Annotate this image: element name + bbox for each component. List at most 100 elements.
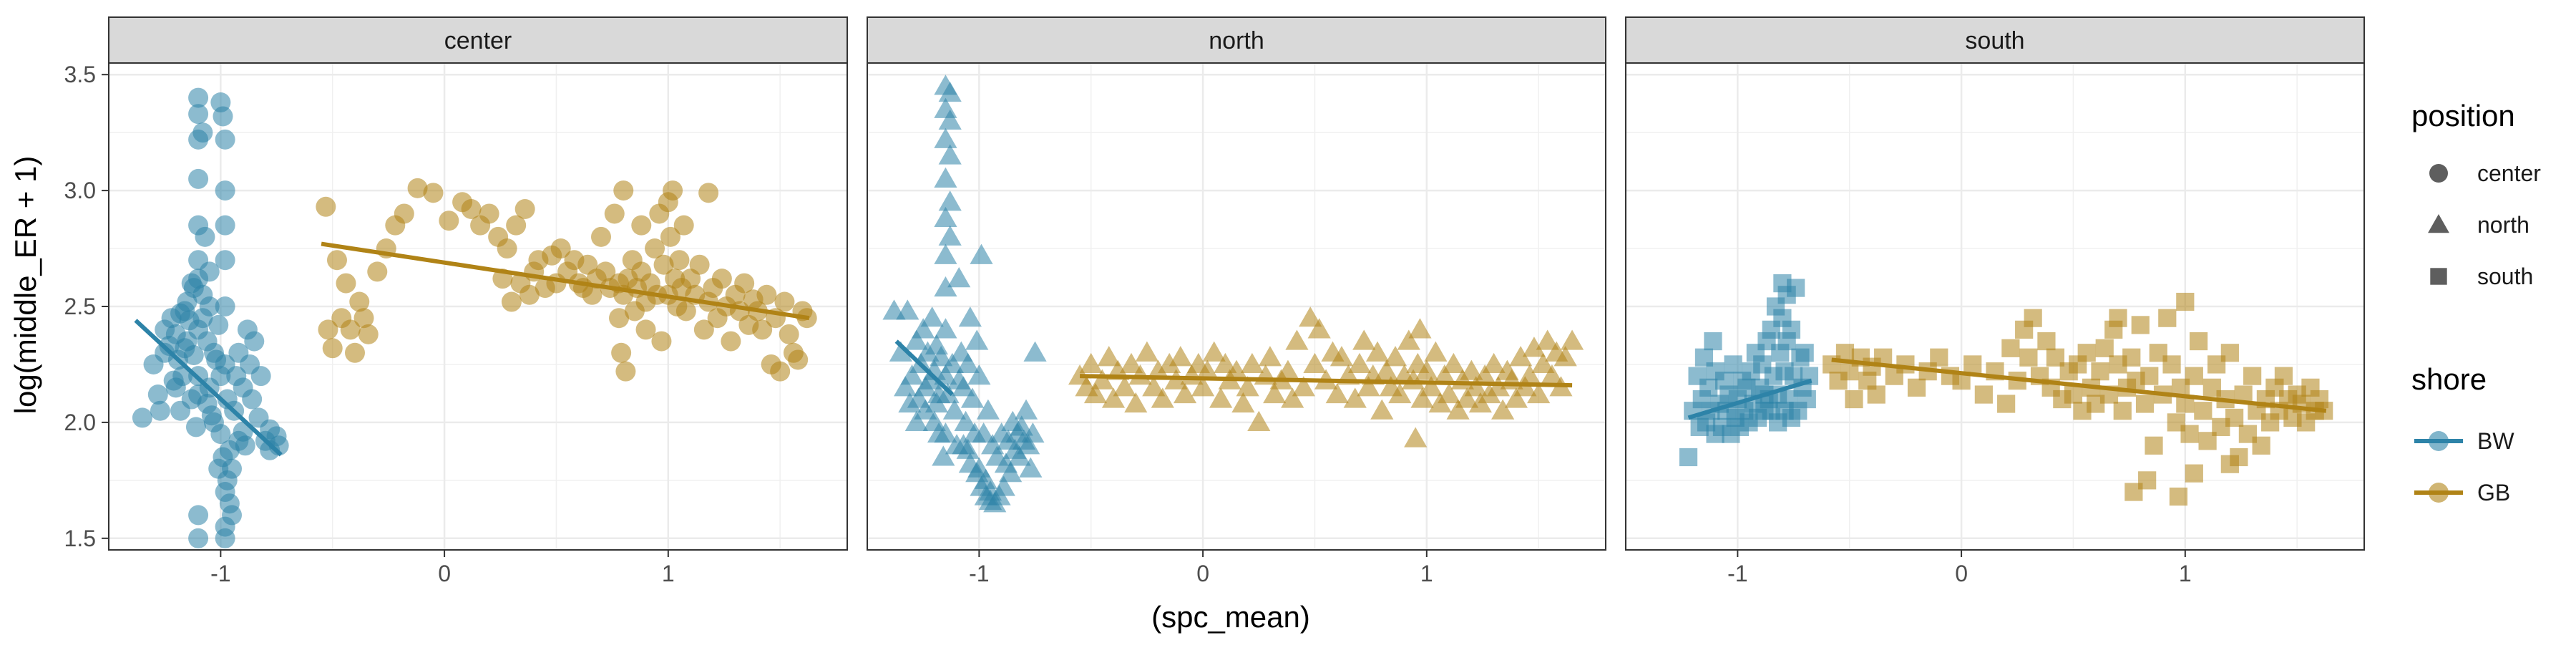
legend-triangle-icon bbox=[2428, 214, 2449, 233]
data-point bbox=[367, 261, 388, 282]
data-point bbox=[1797, 390, 1816, 409]
data-point bbox=[1151, 387, 1174, 408]
data-point bbox=[942, 399, 967, 420]
data-point bbox=[1303, 352, 1327, 374]
trend-line-GB bbox=[1080, 374, 1573, 388]
data-point bbox=[675, 301, 696, 321]
data-point bbox=[1281, 387, 1304, 408]
data-point bbox=[663, 180, 683, 201]
data-point bbox=[1782, 320, 1801, 339]
data-point bbox=[188, 528, 209, 548]
data-point bbox=[1240, 352, 1264, 374]
data-point bbox=[1231, 392, 1255, 413]
data-point bbox=[2140, 367, 2159, 385]
legend-label: BW bbox=[2477, 428, 2514, 454]
data-point bbox=[1023, 341, 1047, 362]
y-tick-label: 3.5 bbox=[64, 62, 96, 87]
data-point bbox=[2194, 402, 2212, 420]
data-point bbox=[1527, 382, 1551, 404]
data-point bbox=[660, 226, 680, 247]
data-point bbox=[1347, 352, 1372, 374]
data-point bbox=[461, 199, 482, 219]
data-point bbox=[2024, 309, 2042, 327]
data-point bbox=[423, 183, 444, 203]
legend-item-GB: GB bbox=[2414, 480, 2510, 506]
data-point bbox=[972, 422, 995, 443]
data-point bbox=[326, 250, 347, 271]
data-point bbox=[967, 364, 991, 385]
data-point bbox=[1787, 279, 1805, 297]
data-point bbox=[1974, 385, 1993, 404]
data-point bbox=[2158, 309, 2177, 327]
data-point bbox=[2064, 385, 2083, 404]
data-point bbox=[1236, 376, 1259, 397]
data-point bbox=[698, 183, 719, 203]
x-tick-label: -1 bbox=[1727, 561, 1747, 586]
data-point bbox=[1522, 337, 1546, 357]
data-point bbox=[1083, 382, 1108, 404]
trend-line-BW bbox=[1687, 378, 1813, 420]
data-point bbox=[1079, 352, 1103, 374]
legend-item-BW: BW bbox=[2414, 428, 2514, 454]
facet-label: center bbox=[444, 27, 512, 54]
data-point bbox=[1446, 399, 1470, 420]
data-point bbox=[1518, 364, 1541, 385]
facet-strip bbox=[108, 16, 848, 64]
series-BW bbox=[132, 87, 289, 548]
data-point bbox=[1930, 348, 1948, 367]
data-point bbox=[215, 180, 235, 201]
data-point bbox=[1263, 382, 1287, 404]
data-point bbox=[407, 178, 428, 198]
data-point bbox=[208, 314, 229, 335]
data-point bbox=[1325, 382, 1349, 404]
data-point bbox=[958, 306, 982, 327]
data-point bbox=[2145, 436, 2163, 455]
data-point bbox=[1531, 352, 1555, 374]
data-point bbox=[958, 453, 982, 473]
data-point bbox=[938, 190, 962, 211]
data-point bbox=[635, 319, 656, 340]
data-point bbox=[550, 238, 571, 259]
data-point bbox=[1404, 427, 1428, 448]
data-point bbox=[1209, 387, 1233, 408]
data-point bbox=[1997, 395, 2016, 413]
facet-label: north bbox=[1209, 27, 1264, 54]
data-point bbox=[439, 211, 459, 231]
x-tick-label: 0 bbox=[438, 561, 451, 586]
data-point bbox=[2225, 408, 2244, 427]
data-point bbox=[770, 361, 791, 382]
data-point bbox=[920, 306, 944, 327]
data-point bbox=[340, 319, 361, 340]
data-point bbox=[501, 291, 522, 312]
data-point bbox=[1014, 399, 1038, 420]
data-point bbox=[1365, 341, 1390, 362]
data-point bbox=[1258, 346, 1282, 367]
data-point bbox=[693, 319, 714, 340]
panel-north: north -1 0 1 bbox=[867, 16, 1606, 586]
legend-label: GB bbox=[2477, 480, 2510, 506]
data-point bbox=[689, 254, 710, 275]
data-point bbox=[1124, 392, 1148, 413]
data-point bbox=[1473, 364, 1497, 385]
data-point bbox=[215, 296, 235, 316]
data-point bbox=[394, 203, 414, 224]
data-point bbox=[147, 385, 168, 405]
data-point bbox=[934, 318, 957, 339]
data-point bbox=[934, 364, 957, 385]
data-point bbox=[1415, 359, 1438, 380]
data-point bbox=[756, 284, 777, 305]
data-point bbox=[613, 180, 634, 201]
trend-line-BW bbox=[134, 319, 283, 457]
trend-line-BW bbox=[894, 339, 954, 397]
data-point bbox=[1285, 329, 1309, 350]
data-point bbox=[1299, 306, 1322, 327]
data-point bbox=[497, 238, 517, 259]
x-tick-label: 1 bbox=[2179, 561, 2192, 586]
data-point bbox=[645, 238, 665, 259]
x-tick-label: -1 bbox=[969, 561, 989, 586]
data-point bbox=[2185, 464, 2203, 483]
data-point bbox=[1142, 376, 1166, 397]
data-point bbox=[188, 87, 209, 108]
series-BW bbox=[882, 74, 1047, 513]
